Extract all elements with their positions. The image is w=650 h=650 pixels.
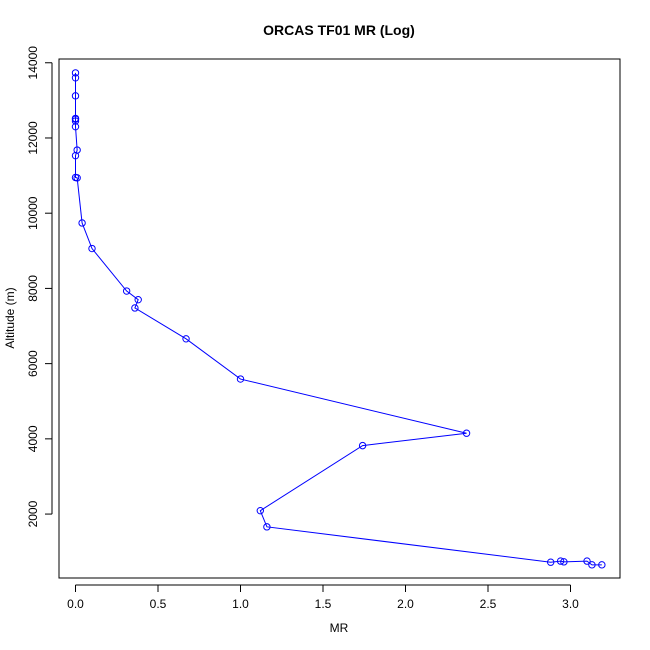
y-tick-label: 2000 [26,500,40,527]
plot-frame [58,58,621,579]
data-point [358,441,367,450]
data-point [71,69,80,77]
y-tick-label: 8000 [26,275,40,302]
x-tick-label: 2.5 [480,597,497,611]
x-tick-label: 1.5 [315,597,332,611]
x-tick-label: 2.0 [397,597,414,611]
data-point [583,557,591,565]
data-point [131,304,139,312]
data-point [236,375,245,383]
y-tick-label: 14000 [26,46,40,80]
data-point [78,219,86,227]
data-point [263,523,271,531]
y-axis-label: Altitude (m) [3,287,17,348]
plot-area [71,69,606,569]
x-tick-label: 0.0 [67,597,84,611]
data-point [71,117,80,125]
data-point [547,558,555,566]
data-point [71,173,80,182]
data-point [598,561,606,569]
data-point [256,506,264,515]
data-point [182,335,190,343]
data-point [71,114,80,123]
data-point [588,561,596,569]
data-point [73,146,81,154]
x-axis: 0.0 0.5 1.0 1.5 2.0 2.5 3.0 [67,584,579,611]
data-point [462,429,471,437]
y-tick-label: 6000 [26,350,40,377]
y-tick-label: 4000 [26,425,40,452]
x-tick-label: 1.0 [232,597,249,611]
x-tick-label: 3.0 [562,597,579,611]
x-tick-label: 0.5 [150,597,167,611]
data-point [556,557,565,565]
x-axis-label: MR [330,621,349,635]
y-axis: 2000 4000 6000 8000 10000 12000 14000 [26,46,53,527]
data-point [134,295,142,304]
chart-title: ORCAS TF01 MR (Log) [263,22,415,38]
y-tick-label: 10000 [26,196,40,230]
data-point [88,244,96,253]
series-line [75,72,602,566]
data-point [122,287,131,295]
data-point [71,74,80,82]
data-point [71,122,80,131]
data-point [71,92,80,100]
y-tick-label: 12000 [26,121,40,155]
data-point [560,558,568,566]
